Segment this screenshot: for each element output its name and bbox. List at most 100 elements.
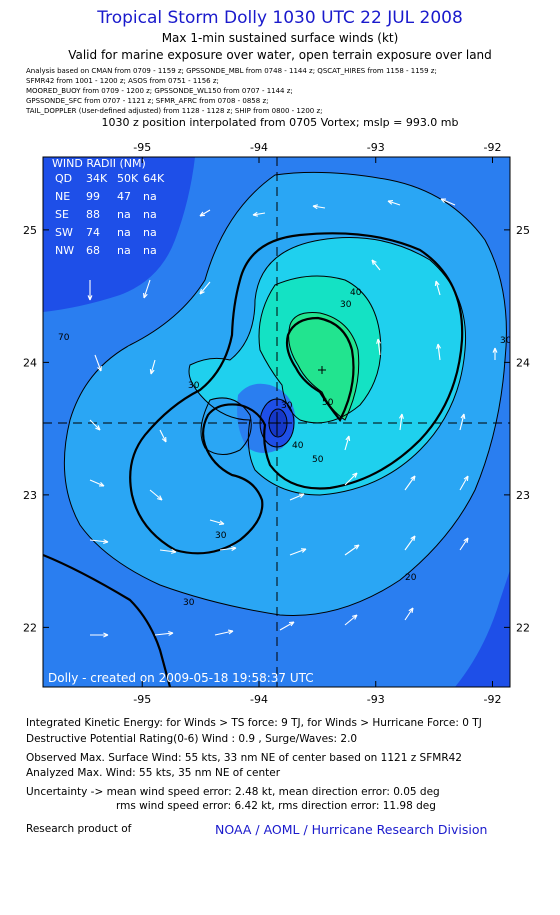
wind-arrow <box>209 519 225 526</box>
wind-radii-cell: 34K <box>86 172 108 185</box>
observed-max-line: Observed Max. Surface Wind: 55 kts, 33 n… <box>26 752 462 764</box>
x-tick-label-bottom: -94 <box>250 693 268 706</box>
wind-arrow <box>344 472 358 486</box>
wind-radii-cell: NE <box>55 190 70 203</box>
contour-label: 50 <box>312 455 324 465</box>
wind-radii-cell: na <box>143 190 157 203</box>
wind-arrow <box>252 211 266 217</box>
wind-radii-cell: na <box>117 226 131 239</box>
wind-chart: 30 40 50 70 30 30 30 20 30 40 50 30 WIND RADII (NM)… <box>23 141 530 706</box>
contour-line-34kt <box>129 232 464 555</box>
wind-arrow <box>344 435 351 451</box>
source-line-2: SFMR42 from 1001 - 1200 z; ASOS from 075… <box>26 77 219 85</box>
wind-radii-cell: na <box>117 244 131 257</box>
contour-line-30 <box>63 171 507 617</box>
wind-arrow <box>459 413 466 431</box>
contour-line-55 <box>288 312 360 421</box>
dpr-line: Destructive Potential Rating(0-6) Wind :… <box>26 733 358 745</box>
ike-line: Integrated Kinetic Energy: for Winds > T… <box>26 717 482 729</box>
contour-label: 30 <box>188 381 200 391</box>
wind-arrow <box>94 354 102 372</box>
region-below-20-se <box>455 570 510 687</box>
x-tick-label-top: -94 <box>250 141 268 154</box>
wind-arrow <box>219 546 237 551</box>
y-tick-label-left: 23 <box>23 489 37 502</box>
wind-arrow <box>149 489 163 501</box>
y-tick-label-left: 24 <box>23 356 37 369</box>
contour-line-50kt <box>285 316 355 423</box>
wind-arrow <box>143 279 151 299</box>
x-tick-label-top: -95 <box>133 141 151 154</box>
chart-subtitle-2: Valid for marine exposure over water, op… <box>68 48 492 62</box>
wind-arrow <box>387 200 401 206</box>
wind-arrow <box>289 493 305 501</box>
chart-subtitle-1: Max 1-min sustained surface winds (kt) <box>161 31 399 45</box>
wind-arrow <box>89 479 105 487</box>
wind-arrow <box>371 259 381 271</box>
wind-radii-table: WIND RADII (NM) QD 34K 50K 64K NE 99 47 na SE 88 n… <box>52 157 165 257</box>
wind-arrow <box>90 632 109 638</box>
y-tick-label-left: 22 <box>23 621 37 634</box>
uncertainty-line-1: Uncertainty -> mean wind speed error: 2.… <box>26 786 440 798</box>
wind-arrow <box>436 343 441 361</box>
contour-label: 70 <box>58 333 70 343</box>
region-30-sw-small <box>211 471 240 498</box>
wind-arrow <box>459 475 469 491</box>
wind-radii-cell: 74 <box>86 226 100 239</box>
contour-labels: 30 40 50 70 30 30 30 20 30 40 50 30 <box>58 288 512 608</box>
wind-radii-cell: QD <box>55 172 72 185</box>
x-tick-label-bottom: -95 <box>133 693 151 706</box>
wind-arrow <box>214 629 234 636</box>
x-tick-label-top: -93 <box>367 141 385 154</box>
contour-label: 30 <box>340 300 352 310</box>
wind-arrow <box>159 549 177 554</box>
wind-arrow <box>404 475 416 491</box>
wind-radii-cell: SE <box>55 208 69 221</box>
wind-radii-cell: 47 <box>117 190 131 203</box>
wind-radii-cell: na <box>143 208 157 221</box>
x-tick-label-top: -92 <box>484 141 502 154</box>
wind-arrow <box>154 631 174 636</box>
contour-line-34kt-outer <box>43 553 172 687</box>
wind-arrow <box>87 280 93 301</box>
source-line-1: Analysis based on CMAN from 0709 - 1159 … <box>26 67 437 75</box>
wind-radii-cell: 88 <box>86 208 100 221</box>
wind-arrow <box>289 548 307 556</box>
wind-radii-cell: na <box>117 208 131 221</box>
max-wind-marker <box>318 366 326 374</box>
region-below-20-nw <box>43 157 195 312</box>
wind-vectors <box>87 198 498 638</box>
wind-arrow <box>459 537 469 551</box>
wind-arrow <box>440 198 456 206</box>
y-tick-label-right: 25 <box>516 224 530 237</box>
contour-label: 30 <box>183 598 195 608</box>
wind-arrow <box>344 614 358 626</box>
wind-arrow <box>199 209 211 217</box>
contour-label: 30 <box>215 531 227 541</box>
wind-radii-title: WIND RADII (NM) <box>52 157 146 170</box>
position-note: 1030 z position interpolated from 0705 V… <box>101 116 459 129</box>
uncertainty-line-2: rms wind speed error: 6.42 kt, rms direc… <box>116 800 436 812</box>
wind-arrow <box>89 539 109 544</box>
wind-arrow <box>399 413 404 431</box>
research-org: NOAA / AOML / Hurricane Research Divisio… <box>215 822 488 837</box>
chart-title: Tropical Storm Dolly 1030 UTC 22 JUL 200… <box>97 8 463 28</box>
axes: -95 -95 -94 -94 -93 -93 -92 -92 25 25 24 24 23 23 22 22 <box>23 141 530 706</box>
wind-radii-cell: na <box>143 244 157 257</box>
region-55 <box>288 312 359 420</box>
wind-arrow <box>434 280 441 296</box>
wind-radii-cell: 99 <box>86 190 100 203</box>
x-tick-label-bottom: -93 <box>367 693 385 706</box>
center-marker <box>273 419 281 427</box>
contour-line-50 <box>258 275 382 424</box>
wind-arrow <box>89 419 101 431</box>
wind-arrow <box>404 607 414 621</box>
wind-arrow <box>344 544 360 556</box>
source-line-4: GPSSONDE_SFC from 0707 - 1121 z; SFMR_AF… <box>26 97 269 105</box>
x-tick-label-bottom: -92 <box>484 693 502 706</box>
contour-label: 30 <box>500 336 512 346</box>
contour-label: 20 <box>405 573 417 583</box>
contour-label: 50 <box>322 398 334 408</box>
source-line-5: TAIL_DOPPLER (User-defined adjusted) fro… <box>26 107 323 115</box>
wind-arrow <box>199 281 211 295</box>
